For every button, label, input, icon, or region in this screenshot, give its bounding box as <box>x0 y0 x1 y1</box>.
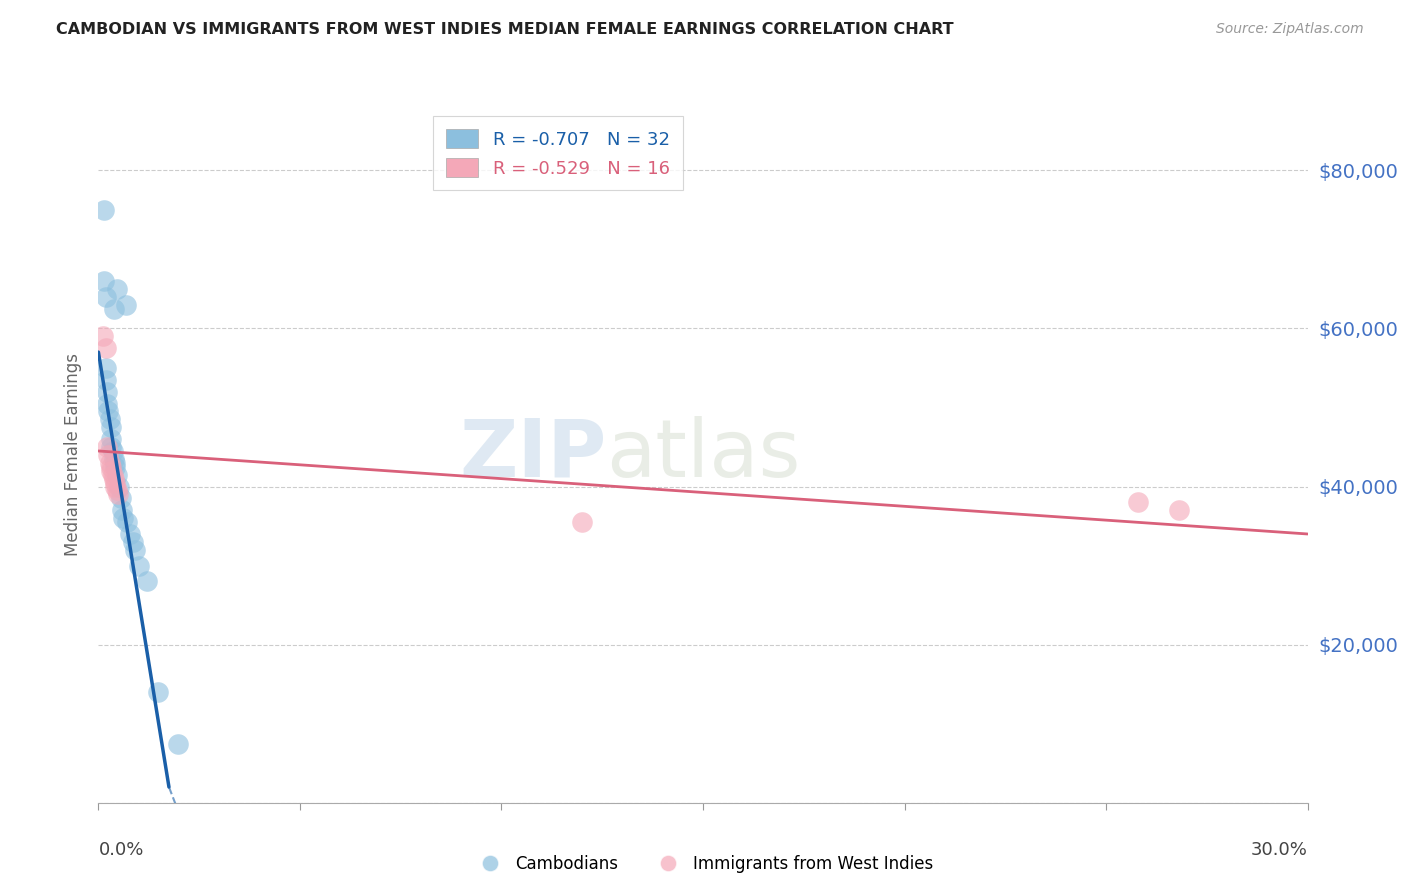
Point <box>96 384 118 399</box>
Point <box>94 341 117 355</box>
Point <box>104 459 127 474</box>
Point <box>107 479 129 493</box>
Text: atlas: atlas <box>606 416 800 494</box>
Point <box>103 475 125 490</box>
Point <box>96 373 118 387</box>
Text: CAMBODIAN VS IMMIGRANTS FROM WEST INDIES MEDIAN FEMALE EARNINGS CORRELATION CHAR: CAMBODIAN VS IMMIGRANTS FROM WEST INDIES… <box>56 22 953 37</box>
Point <box>100 432 122 446</box>
Point <box>100 420 122 434</box>
Point <box>103 472 125 486</box>
Point <box>97 448 120 462</box>
Point <box>96 361 118 376</box>
Point <box>118 527 141 541</box>
Point <box>571 515 593 529</box>
Text: ZIP: ZIP <box>458 416 606 494</box>
Point <box>128 558 150 573</box>
Point <box>1167 503 1189 517</box>
Point <box>107 487 129 501</box>
Point <box>96 440 118 454</box>
Point <box>103 301 125 316</box>
Point <box>105 282 128 296</box>
Point <box>121 535 143 549</box>
Point <box>91 329 114 343</box>
Point <box>98 412 121 426</box>
Point <box>100 440 122 454</box>
Point <box>124 542 146 557</box>
Text: 30.0%: 30.0% <box>1251 841 1308 859</box>
Point <box>105 483 128 498</box>
Point <box>93 202 115 217</box>
Point <box>103 451 125 466</box>
Point <box>101 444 124 458</box>
Point <box>100 459 122 474</box>
Point <box>98 456 121 470</box>
Point <box>104 479 127 493</box>
Point <box>101 467 124 482</box>
Point <box>115 515 138 529</box>
Point <box>100 464 122 478</box>
Point <box>105 467 128 482</box>
Point <box>94 290 117 304</box>
Point <box>96 396 118 410</box>
Point <box>103 456 125 470</box>
Point <box>111 503 134 517</box>
Point <box>97 404 120 418</box>
Point <box>146 685 169 699</box>
Text: Source: ZipAtlas.com: Source: ZipAtlas.com <box>1216 22 1364 37</box>
Legend: Cambodians, Immigrants from West Indies: Cambodians, Immigrants from West Indies <box>467 848 939 880</box>
Y-axis label: Median Female Earnings: Median Female Earnings <box>65 353 83 557</box>
Point <box>93 274 115 288</box>
Point <box>1128 495 1150 509</box>
Text: 0.0%: 0.0% <box>98 841 143 859</box>
Point <box>112 511 135 525</box>
Point <box>114 298 136 312</box>
Point <box>135 574 157 589</box>
Legend: R = -0.707   N = 32, R = -0.529   N = 16: R = -0.707 N = 32, R = -0.529 N = 16 <box>433 116 682 190</box>
Point <box>167 737 190 751</box>
Point <box>110 491 132 506</box>
